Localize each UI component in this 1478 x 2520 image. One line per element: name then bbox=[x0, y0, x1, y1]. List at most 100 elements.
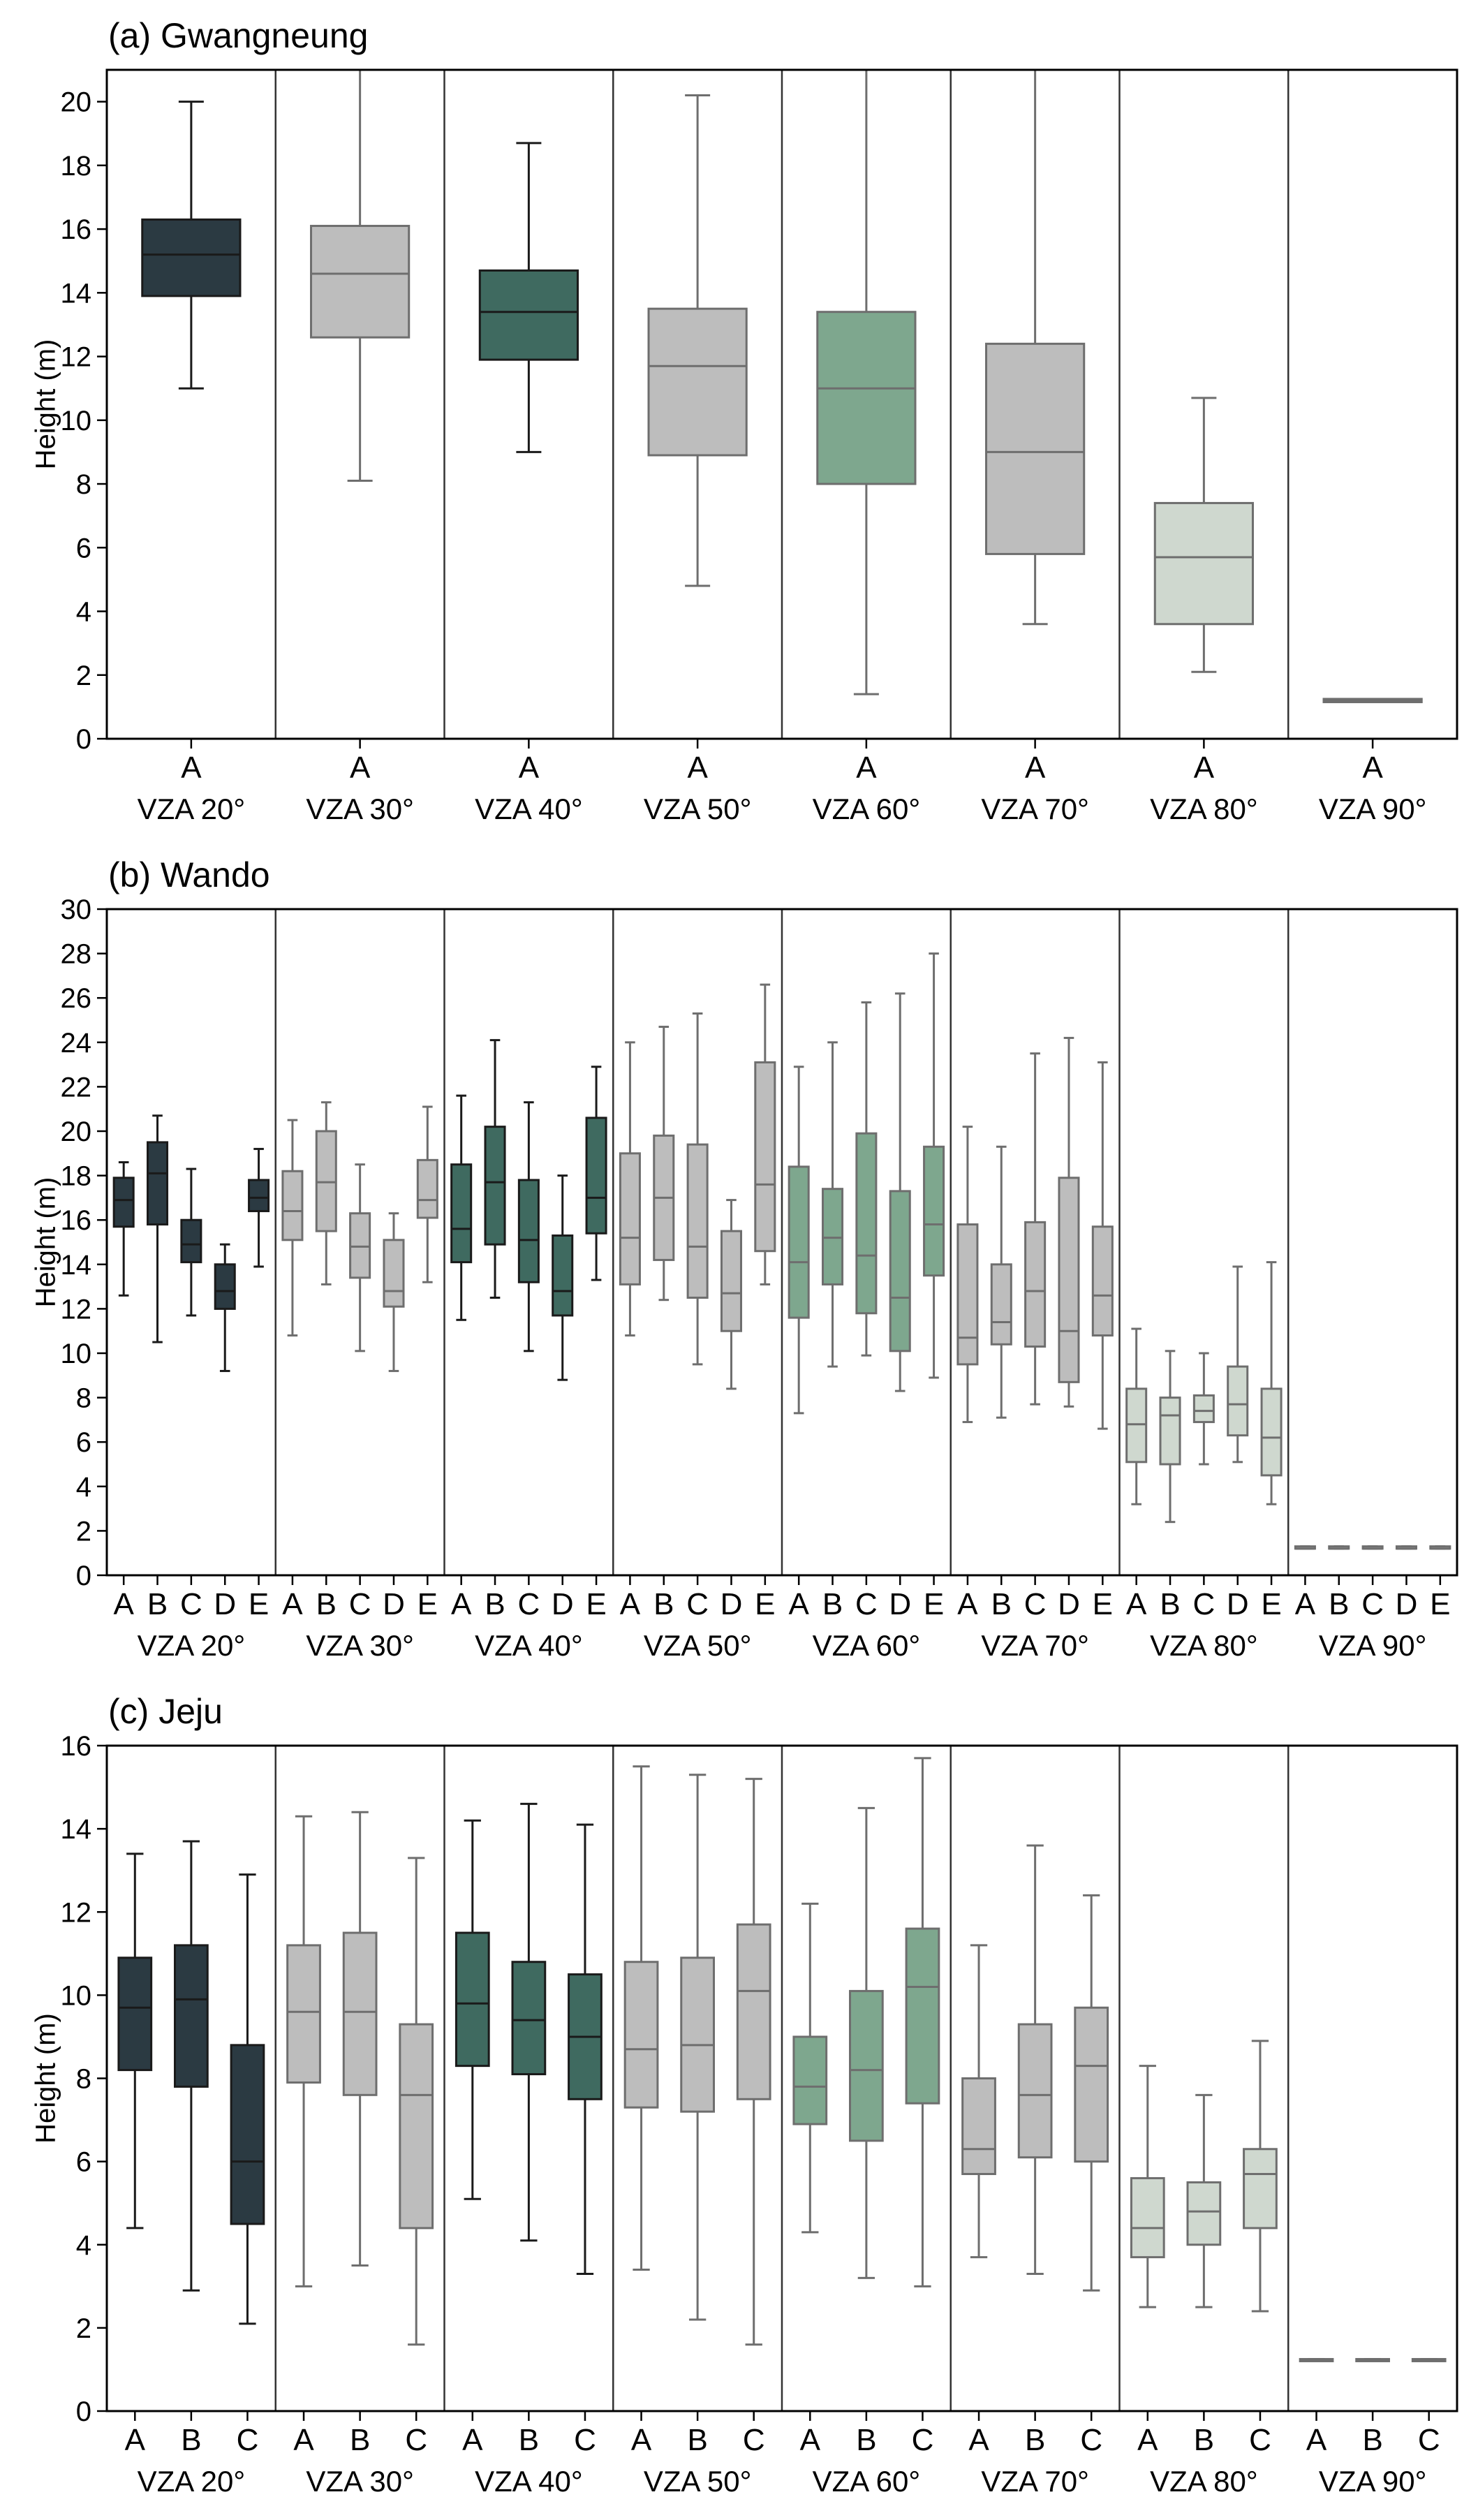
y-tick-label: 0 bbox=[76, 1561, 91, 1591]
x-tick-label: C bbox=[349, 1587, 371, 1621]
group-label: VZA 80° bbox=[1150, 1629, 1258, 1662]
y-tick-label: 4 bbox=[76, 1472, 91, 1503]
box-vza80-d bbox=[1227, 1265, 1249, 1464]
x-tick-label: A bbox=[968, 2423, 989, 2457]
box-vza20-c bbox=[180, 1167, 202, 1317]
box-iqr bbox=[1024, 1221, 1047, 1348]
x-tick-label: B bbox=[519, 2423, 539, 2457]
box-iqr bbox=[117, 1957, 153, 2072]
box-iqr bbox=[686, 1143, 709, 1299]
y-tick-label: 16 bbox=[61, 1731, 92, 1762]
x-tick-label: E bbox=[586, 1587, 606, 1621]
x-tick-label: B bbox=[653, 1587, 674, 1621]
x-tick-label: E bbox=[249, 1587, 269, 1621]
box-vza60-a bbox=[792, 1902, 828, 2234]
box-iqr bbox=[1227, 1365, 1249, 1437]
box-iqr bbox=[720, 1230, 742, 1332]
box-vza60-a bbox=[816, 68, 917, 695]
y-tick-label: 24 bbox=[61, 1028, 92, 1059]
panel-title: (b) Wando bbox=[108, 855, 270, 894]
box-vza60-a bbox=[788, 1066, 810, 1415]
x-tick-label: D bbox=[1396, 1587, 1418, 1621]
box-vza80-c bbox=[1192, 1352, 1215, 1466]
x-tick-label: A bbox=[451, 1587, 472, 1621]
box-vza70-c bbox=[1024, 1052, 1047, 1406]
y-tick-label: 22 bbox=[61, 1072, 92, 1103]
plot-frame bbox=[105, 908, 1458, 1577]
x-tick-label: A bbox=[1025, 751, 1046, 785]
box-vza90-b bbox=[1328, 1545, 1350, 1550]
box-iqr bbox=[112, 1177, 135, 1228]
x-tick-label: A bbox=[293, 2423, 314, 2457]
box-iqr bbox=[349, 1212, 371, 1279]
box-vza20-e bbox=[248, 1147, 270, 1268]
x-tick-label: B bbox=[1329, 1587, 1349, 1621]
box-vza80-b bbox=[1186, 2093, 1222, 2308]
box-vza90-a bbox=[1322, 698, 1423, 704]
x-tick-label: A bbox=[519, 751, 540, 785]
box-vza20-d bbox=[214, 1243, 236, 1372]
box-vza40-c bbox=[517, 1101, 540, 1353]
y-tick-label: 12 bbox=[61, 1897, 92, 1928]
box-iqr bbox=[647, 307, 748, 457]
box-iqr bbox=[286, 1944, 321, 2084]
group-label: VZA 60° bbox=[813, 2465, 921, 2498]
y-tick-label: 18 bbox=[61, 1161, 92, 1192]
x-tick-label: E bbox=[417, 1587, 438, 1621]
x-tick-label: A bbox=[620, 1587, 641, 1621]
box-iqr bbox=[310, 225, 411, 339]
box-iqr bbox=[1153, 501, 1254, 626]
box-vza90-a bbox=[1299, 2358, 1334, 2363]
y-tick-label: 2 bbox=[76, 1516, 91, 1547]
box-vza20-b bbox=[174, 1840, 209, 2292]
group-label: VZA 20° bbox=[138, 793, 246, 825]
y-tick-label: 0 bbox=[76, 724, 91, 755]
box-vza20-a bbox=[117, 1852, 153, 2230]
x-tick-label: A bbox=[1126, 1587, 1147, 1621]
x-tick-label: A bbox=[181, 751, 202, 785]
box-iqr bbox=[585, 1117, 607, 1235]
box-vza50-d bbox=[720, 1199, 742, 1390]
x-tick-label: A bbox=[957, 1587, 978, 1621]
x-tick-label: C bbox=[1080, 2423, 1102, 2457]
box-vza30-c bbox=[399, 1857, 434, 2346]
x-tick-label: E bbox=[1430, 1587, 1450, 1621]
x-tick-label: A bbox=[282, 1587, 303, 1621]
box-vza50-a bbox=[619, 1041, 641, 1337]
x-tick-label: B bbox=[687, 2423, 707, 2457]
x-tick-label: C bbox=[237, 2423, 259, 2457]
box-vza40-e bbox=[585, 1066, 607, 1281]
box-vza20-a bbox=[112, 1161, 135, 1297]
group-label: VZA 50° bbox=[644, 1629, 752, 1662]
box-iqr bbox=[147, 1141, 169, 1226]
box-vza70-c bbox=[1074, 1894, 1109, 2292]
x-tick-label: A bbox=[631, 2423, 652, 2457]
box-vza90-c bbox=[1411, 2358, 1447, 2363]
box-iqr bbox=[680, 1957, 715, 2113]
box-iqr bbox=[511, 1961, 547, 2076]
box-iqr bbox=[1017, 2023, 1053, 2159]
box-vza60-c bbox=[855, 1001, 878, 1357]
box-vza70-b bbox=[990, 1145, 1012, 1419]
box-vza50-b bbox=[680, 1774, 715, 2321]
y-tick-label: 2 bbox=[76, 2313, 91, 2344]
box-iqr bbox=[1243, 2148, 1278, 2230]
x-tick-label: C bbox=[855, 1587, 878, 1621]
box-vza70-a bbox=[985, 68, 1086, 626]
group-label: VZA 40° bbox=[475, 793, 583, 825]
box-vza40-c bbox=[568, 1823, 603, 2275]
box-vza50-a bbox=[647, 94, 748, 587]
box-iqr bbox=[849, 1989, 884, 2142]
y-tick-label: 8 bbox=[76, 1383, 91, 1414]
x-tick-label: D bbox=[720, 1587, 743, 1621]
y-tick-label: 30 bbox=[61, 894, 92, 925]
group-label: VZA 90° bbox=[1319, 793, 1427, 825]
x-tick-label: B bbox=[856, 2423, 876, 2457]
box-vza30-b bbox=[315, 1101, 337, 1285]
box-iqr bbox=[855, 1132, 878, 1315]
box-iqr bbox=[822, 1188, 844, 1285]
group-label: VZA 50° bbox=[644, 2465, 752, 2498]
box-vza80-a bbox=[1130, 2065, 1165, 2308]
box-vza30-a bbox=[281, 1119, 304, 1337]
